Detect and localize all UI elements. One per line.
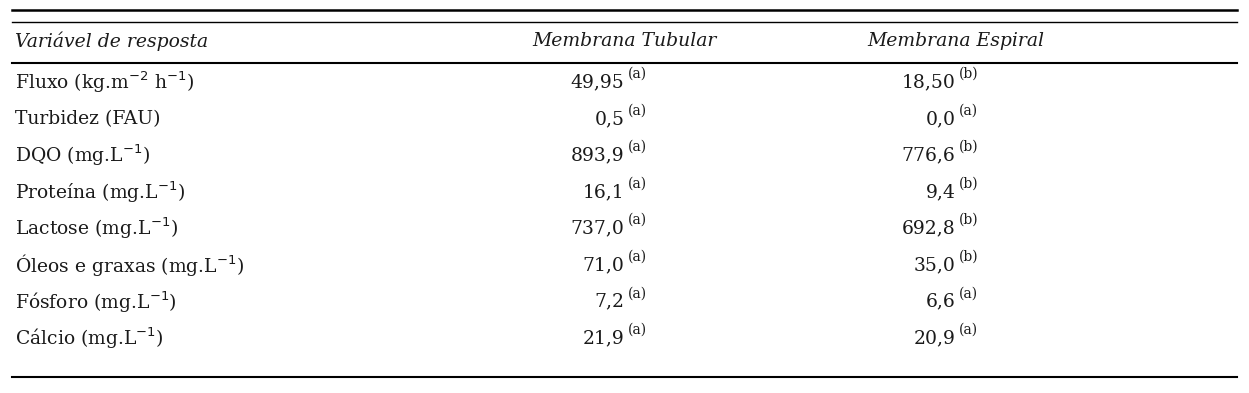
Text: 20,9: 20,9 bbox=[913, 329, 955, 347]
Text: 71,0: 71,0 bbox=[582, 256, 624, 274]
Text: 7,2: 7,2 bbox=[595, 293, 624, 311]
Text: (a): (a) bbox=[628, 176, 647, 191]
Text: 6,6: 6,6 bbox=[926, 293, 955, 311]
Text: (a): (a) bbox=[628, 67, 647, 81]
Text: (b): (b) bbox=[959, 250, 979, 264]
Text: (a): (a) bbox=[628, 286, 647, 300]
Text: (a): (a) bbox=[628, 250, 647, 264]
Text: 16,1: 16,1 bbox=[583, 183, 624, 201]
Text: (a): (a) bbox=[959, 103, 978, 118]
Text: Cálcio (mg.L$^{-1}$): Cálcio (mg.L$^{-1}$) bbox=[15, 326, 164, 351]
Text: Membrana Tubular: Membrana Tubular bbox=[532, 32, 717, 50]
Text: 0,0: 0,0 bbox=[926, 110, 955, 128]
Text: (b): (b) bbox=[959, 213, 979, 227]
Text: (a): (a) bbox=[959, 286, 978, 300]
Text: 21,9: 21,9 bbox=[583, 329, 624, 347]
Text: (a): (a) bbox=[628, 323, 647, 337]
Text: Variável de resposta: Variável de resposta bbox=[15, 31, 209, 51]
Text: (a): (a) bbox=[628, 103, 647, 118]
Text: (a): (a) bbox=[628, 140, 647, 154]
Text: 692,8: 692,8 bbox=[902, 220, 955, 238]
Text: Fósforo (mg.L$^{-1}$): Fósforo (mg.L$^{-1}$) bbox=[15, 289, 177, 314]
Text: 9,4: 9,4 bbox=[926, 183, 955, 201]
Text: (b): (b) bbox=[959, 67, 979, 81]
Text: DQO (mg.L$^{-1}$): DQO (mg.L$^{-1}$) bbox=[15, 143, 150, 168]
Text: Turbidez (FAU): Turbidez (FAU) bbox=[15, 110, 160, 128]
Text: Óleos e graxas (mg.L$^{-1}$): Óleos e graxas (mg.L$^{-1}$) bbox=[15, 252, 245, 278]
Text: (b): (b) bbox=[959, 140, 979, 154]
Text: (b): (b) bbox=[959, 176, 979, 191]
Text: Fluxo (kg.m$^{-2}$ h$^{-1}$): Fluxo (kg.m$^{-2}$ h$^{-1}$) bbox=[15, 70, 195, 95]
Text: Lactose (mg.L$^{-1}$): Lactose (mg.L$^{-1}$) bbox=[15, 216, 179, 241]
Text: 49,95: 49,95 bbox=[571, 73, 624, 92]
Text: 0,5: 0,5 bbox=[595, 110, 624, 128]
Text: (a): (a) bbox=[628, 213, 647, 227]
Text: 35,0: 35,0 bbox=[913, 256, 955, 274]
Text: 18,50: 18,50 bbox=[902, 73, 955, 92]
Text: 893,9: 893,9 bbox=[571, 147, 624, 165]
Text: (a): (a) bbox=[959, 323, 978, 337]
Text: 776,6: 776,6 bbox=[902, 147, 955, 165]
Text: Membrana Espiral: Membrana Espiral bbox=[867, 32, 1044, 50]
Text: Proteína (mg.L$^{-1}$): Proteína (mg.L$^{-1}$) bbox=[15, 180, 185, 205]
Text: 737,0: 737,0 bbox=[571, 220, 624, 238]
